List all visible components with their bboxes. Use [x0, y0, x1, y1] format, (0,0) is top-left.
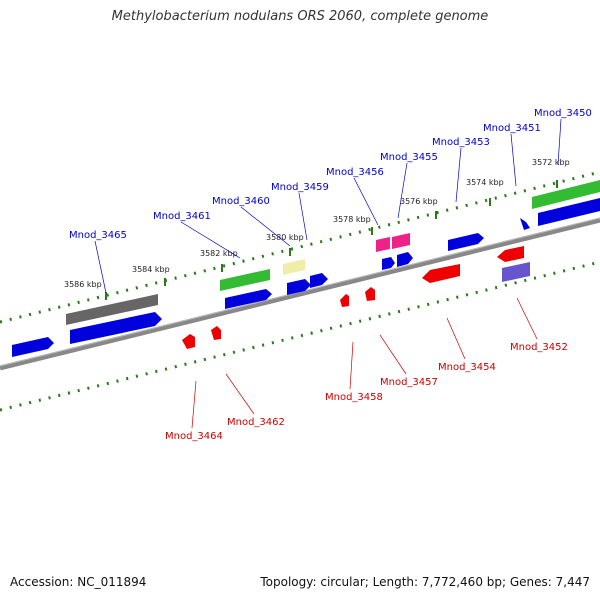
gene-arrow[interactable]	[12, 337, 54, 357]
gene-arrow[interactable]	[310, 273, 328, 288]
scale-label: 3582 kbp	[200, 249, 238, 258]
gene-arrow[interactable]	[182, 334, 195, 349]
gene-arrow[interactable]	[376, 237, 390, 252]
gene-label[interactable]: Mnod_3451	[483, 123, 541, 134]
gene-label[interactable]: Mnod_3461	[153, 211, 211, 222]
gene-arrow[interactable]	[66, 294, 158, 325]
gene-arrow[interactable]	[497, 246, 524, 262]
gene-label[interactable]: Mnod_3456	[326, 167, 384, 178]
gene-arrow[interactable]	[448, 233, 484, 251]
scale-label: 3580 kbp	[266, 233, 304, 242]
gene-label[interactable]: Mnod_3453	[432, 137, 490, 148]
gene-arrow[interactable]	[520, 218, 530, 230]
gene-arrow[interactable]	[283, 259, 305, 275]
gene-label[interactable]: Mnod_3460	[212, 196, 270, 207]
gene-arrow[interactable]	[502, 262, 530, 282]
scale-label: 3578 kbp	[333, 215, 371, 224]
outer-tick-ruler	[0, 170, 600, 324]
scale-label: 3572 kbp	[532, 158, 570, 167]
gene-arrow[interactable]	[287, 279, 311, 295]
gene-arrow[interactable]	[382, 257, 395, 270]
topology-text: Topology: circular; Length: 7,772,460 bp…	[260, 575, 590, 589]
gene-arrow[interactable]	[340, 294, 349, 307]
gene-arrow[interactable]	[397, 252, 413, 267]
scale-label: 3574 kbp	[466, 178, 504, 187]
scale-label: 3576 kbp	[400, 197, 438, 206]
gene-label[interactable]: Mnod_3462	[227, 417, 285, 428]
gene-arrow[interactable]	[211, 326, 221, 340]
gene-arrow[interactable]	[220, 269, 270, 291]
scale-label: 3584 kbp	[132, 265, 170, 274]
map-title: Methylobacterium nodulans ORS 2060, comp…	[111, 9, 489, 24]
reverse-strand-genes	[182, 246, 530, 349]
gene-label[interactable]: Mnod_3459	[271, 182, 329, 193]
gene-arrow[interactable]	[365, 287, 375, 301]
gene-arrow[interactable]	[422, 264, 460, 283]
gene-label[interactable]: Mnod_3464	[165, 431, 223, 442]
scale-label: 3586 kbp	[64, 280, 102, 289]
gene-arrow[interactable]	[70, 312, 162, 344]
gene-arrow[interactable]	[538, 198, 600, 226]
gene-label[interactable]: Mnod_3455	[380, 152, 438, 163]
gene-arrow[interactable]	[532, 180, 600, 209]
genome-backbone	[0, 217, 600, 371]
gene-arrow[interactable]	[392, 233, 410, 249]
gene-arrow[interactable]	[225, 289, 272, 309]
accession-text: Accession: NC_011894	[10, 575, 147, 589]
gene-label[interactable]: Mnod_3458	[325, 392, 383, 403]
gene-label[interactable]: Mnod_3454	[438, 362, 496, 373]
gene-label[interactable]: Mnod_3465	[69, 230, 127, 241]
gene-label[interactable]: Mnod_3457	[380, 377, 438, 388]
forward-labels: Mnod_3465 Mnod_3461 Mnod_3460 Mnod_3459 …	[69, 108, 592, 294]
gene-label[interactable]: Mnod_3452	[510, 342, 568, 353]
reverse-labels: Mnod_3464 Mnod_3462 Mnod_3458 Mnod_3457 …	[165, 297, 568, 442]
gene-label[interactable]: Mnod_3450	[534, 108, 592, 119]
forward-strand-genes	[12, 180, 600, 357]
